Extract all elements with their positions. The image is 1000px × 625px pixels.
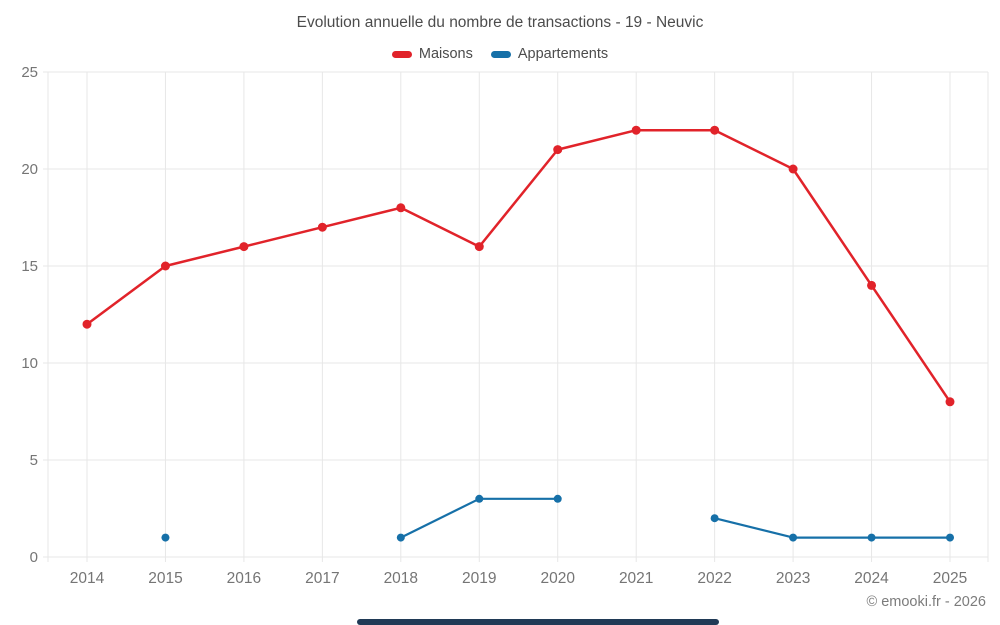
data-point-appartements[interactable] (789, 533, 798, 542)
series-line-maisons (85, 128, 952, 404)
data-point-maisons[interactable] (631, 125, 641, 135)
data-point-maisons[interactable] (239, 242, 249, 252)
x-tick-label: 2022 (697, 570, 731, 587)
x-tick-label: 2017 (305, 570, 339, 587)
data-point-maisons[interactable] (160, 261, 170, 271)
x-tick-label: 2014 (70, 570, 105, 587)
data-point-appartements[interactable] (710, 514, 719, 523)
y-tick-label: 10 (21, 355, 38, 372)
legend-item-maisons[interactable]: Maisons (391, 46, 473, 62)
data-point-maisons[interactable] (945, 397, 955, 407)
data-point-maisons[interactable] (474, 242, 484, 252)
y-tick-label: 15 (21, 258, 38, 275)
data-point-appartements[interactable] (946, 533, 954, 542)
legend-swatch-icon (490, 50, 511, 58)
x-tick-label: 2023 (776, 570, 810, 587)
data-point-appartements[interactable] (553, 494, 562, 503)
x-tick-label: 2020 (540, 570, 575, 587)
y-tick-label: 25 (21, 64, 38, 81)
x-tick-label: 2024 (854, 570, 889, 587)
chart-title: Evolution annuelle du nombre de transact… (296, 14, 704, 31)
data-point-appartements[interactable] (396, 533, 405, 542)
y-tick-label: 20 (21, 161, 38, 178)
data-point-appartements[interactable] (475, 494, 484, 503)
legend-swatch-icon (391, 50, 412, 58)
legend-label: Maisons (418, 46, 473, 62)
data-point-maisons[interactable] (710, 125, 720, 135)
data-point-maisons[interactable] (82, 319, 92, 329)
data-point-appartements[interactable] (161, 533, 170, 542)
data-point-maisons[interactable] (553, 145, 563, 155)
y-tick-label: 0 (30, 549, 38, 566)
data-point-appartements[interactable] (867, 533, 876, 542)
data-point-maisons[interactable] (867, 280, 877, 290)
y-tick-label: 5 (30, 452, 38, 469)
x-tick-label: 2018 (384, 570, 418, 587)
x-tick-label: 2015 (148, 570, 182, 587)
home-indicator-bar (357, 619, 719, 625)
legend-item-appartements[interactable]: Appartements (490, 46, 609, 62)
x-tick-label: 2016 (227, 570, 261, 587)
data-point-maisons[interactable] (317, 222, 327, 232)
data-point-maisons[interactable] (788, 164, 798, 174)
legend-label: Appartements (517, 46, 609, 62)
x-tick-label: 2025 (933, 570, 967, 587)
chart-legend: Maisons Appartements (0, 46, 1000, 62)
data-point-maisons[interactable] (396, 203, 406, 213)
copyright-watermark: © emooki.fr - 2026 (866, 594, 986, 610)
x-tick-label: 2021 (619, 570, 653, 587)
x-tick-label: 2019 (462, 570, 496, 587)
series-line-appartements (713, 517, 952, 539)
